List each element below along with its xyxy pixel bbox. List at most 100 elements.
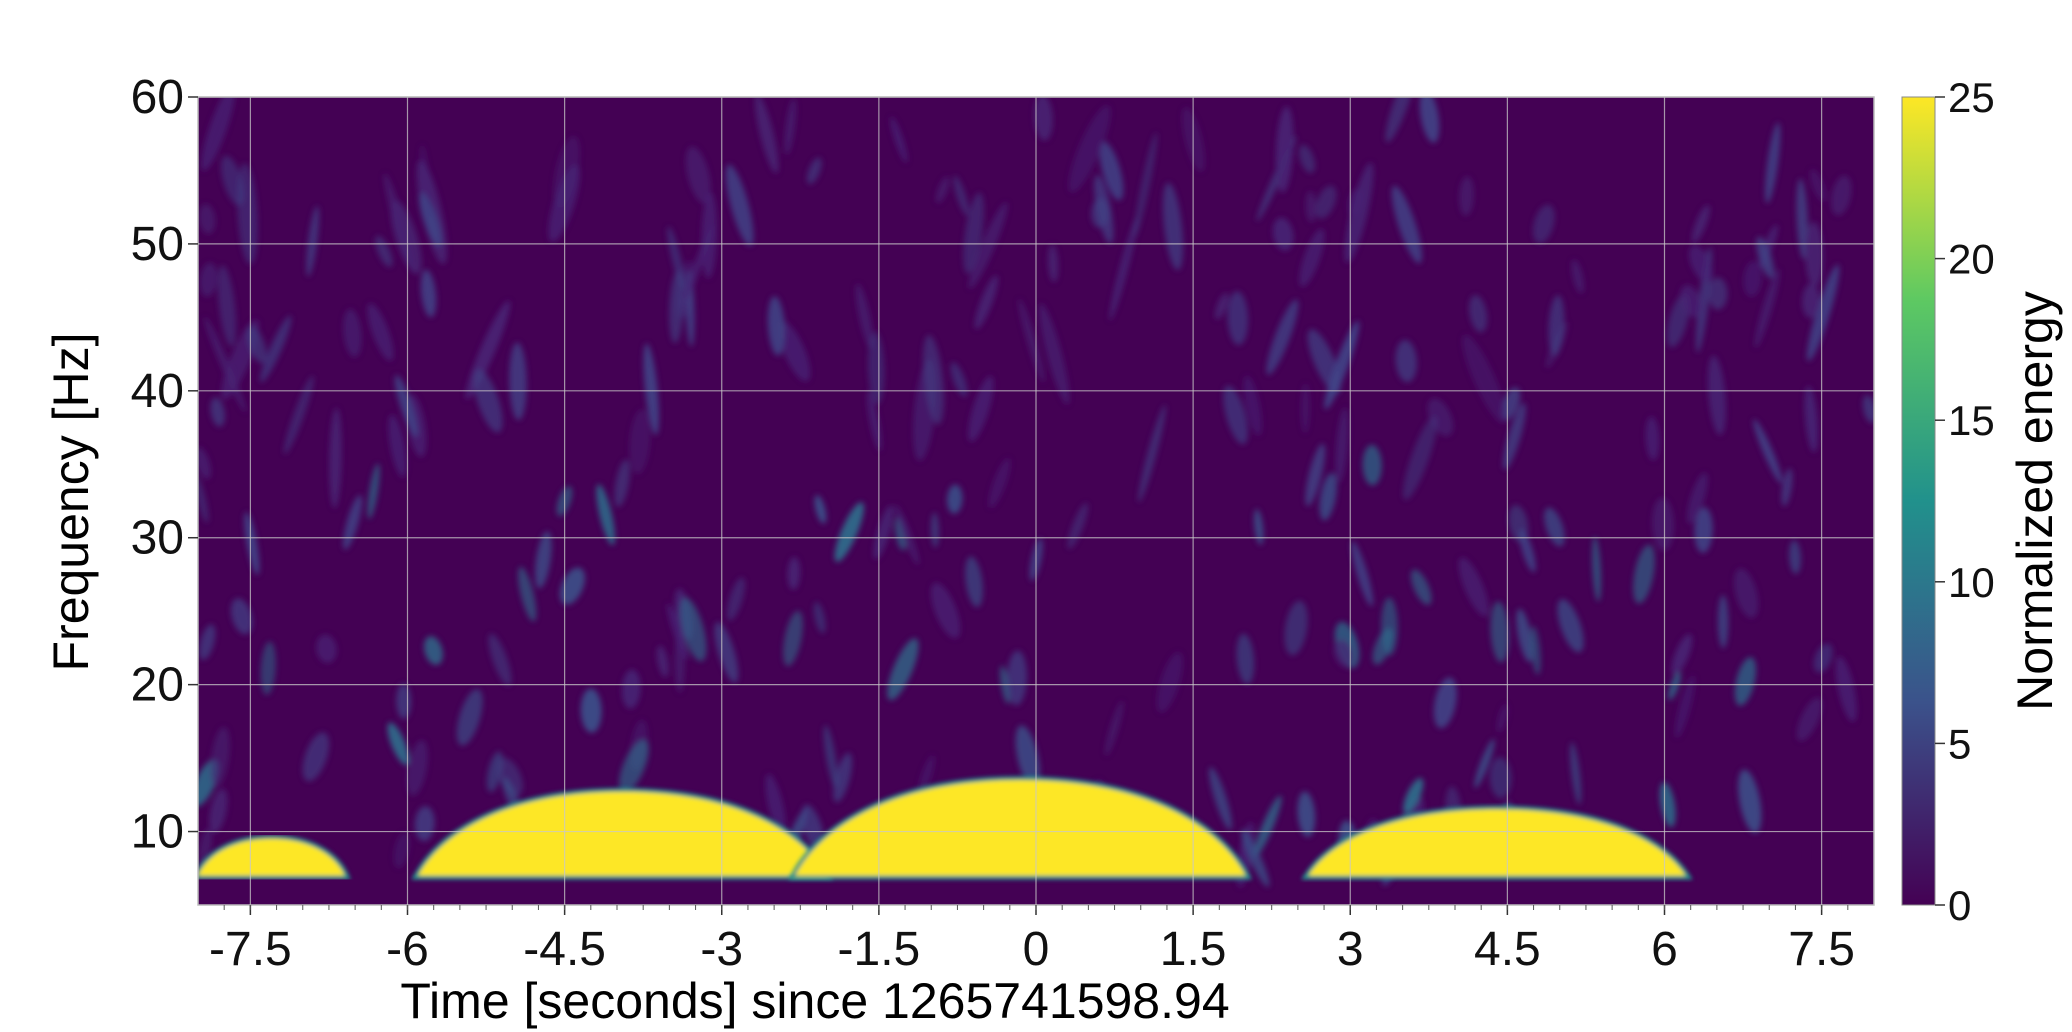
- y-tick-label: 50: [131, 218, 184, 271]
- noise-streak: [1813, 643, 1833, 673]
- energy-region-core: [198, 838, 345, 876]
- y-axis-label: Frequency [Hz]: [43, 332, 99, 671]
- noise-streak: [950, 362, 968, 397]
- plot-area: [197, 96, 1875, 906]
- y-tick-label: 60: [131, 71, 184, 124]
- noise-streak: [534, 531, 552, 589]
- noise-streak: [1208, 767, 1232, 830]
- energy-region: [198, 834, 351, 880]
- noise-streak: [1315, 185, 1337, 219]
- noise-streak: [1162, 182, 1184, 271]
- noise-streak: [866, 390, 882, 451]
- noise-streak: [210, 397, 225, 427]
- y-tick-label: 30: [131, 512, 184, 565]
- noise-streak: [1395, 339, 1417, 383]
- noise-streak: [778, 321, 811, 382]
- noise-streak: [1403, 778, 1424, 814]
- noise-streak: [1805, 221, 1824, 287]
- y-tick-label: 20: [131, 659, 184, 712]
- noise-streak: [1099, 141, 1124, 201]
- noise-streak: [420, 269, 437, 318]
- noise-streak: [1333, 639, 1354, 668]
- noise-streak: [259, 315, 292, 383]
- noise-streak: [787, 557, 801, 590]
- x-tick-label: 3: [1337, 923, 1364, 976]
- noise-streak: [783, 610, 803, 667]
- noise-streak: [1592, 536, 1602, 602]
- noise-streak: [596, 484, 616, 546]
- noise-streak: [1754, 268, 1780, 348]
- x-tick-label: -3: [700, 923, 743, 976]
- noise-streak: [1156, 652, 1183, 713]
- noise-streak: [1253, 795, 1282, 858]
- high-energy-regions: [198, 776, 1693, 880]
- noise-streak: [1548, 295, 1565, 356]
- x-tick-label: 6: [1651, 923, 1678, 976]
- noise-streak: [667, 603, 688, 660]
- noise-streak: [1272, 217, 1294, 251]
- noise-streak: [209, 788, 228, 834]
- noise-streak: [669, 270, 684, 344]
- x-tick-label: -4.5: [523, 923, 606, 976]
- noise-streak: [1516, 608, 1533, 663]
- noise-streak: [1659, 782, 1676, 828]
- noise-streak: [488, 633, 512, 686]
- noise-streak: [1530, 625, 1541, 675]
- noise-streak: [1266, 299, 1299, 375]
- noise-streak: [988, 458, 1011, 509]
- noise-streak: [1743, 260, 1762, 297]
- noise-streak: [1490, 601, 1510, 663]
- noise-streak: [930, 582, 961, 639]
- noise-streak: [1351, 541, 1374, 607]
- noise-streak: [726, 577, 745, 621]
- colorbar: 0 5 10 15 20 25 Normalized energy: [1901, 74, 2063, 929]
- noise-streak: [1830, 175, 1852, 216]
- noise-streak: [198, 447, 211, 480]
- noise-streak: [621, 669, 641, 709]
- noise-streak: [1299, 228, 1325, 287]
- noise-streak: [316, 634, 337, 663]
- noise-streak: [806, 157, 822, 185]
- x-tick-label: -7.5: [209, 923, 292, 976]
- noise-streak: [1284, 600, 1308, 656]
- noise-streak: [1047, 244, 1059, 283]
- noise-streak: [1300, 383, 1310, 434]
- noise-streak: [1462, 334, 1507, 424]
- colorbar-tick-label: 25: [1948, 74, 1995, 121]
- colorbar-tick-label: 0: [1948, 882, 1971, 929]
- noise-streak: [1223, 385, 1248, 445]
- noise-streak: [1410, 569, 1432, 606]
- noise-streak: [283, 375, 314, 455]
- noise-streak: [343, 494, 363, 550]
- noise-streak: [1362, 444, 1382, 486]
- noise-streak: [1138, 404, 1166, 503]
- noise-streak: [1781, 468, 1793, 507]
- noise-streak: [1804, 386, 1819, 453]
- noise-streak: [725, 164, 754, 247]
- noise-streak: [1458, 557, 1489, 617]
- colorbar-label: Normalized energy: [2007, 291, 2063, 711]
- noise-streak: [1253, 509, 1264, 545]
- noise-streak: [1633, 544, 1655, 604]
- noise-streak: [559, 567, 585, 605]
- noise-streak: [1796, 697, 1823, 742]
- noise-streak: [237, 163, 258, 265]
- noise-streak: [393, 832, 410, 869]
- noise-streak: [1305, 190, 1317, 223]
- noise-streak: [1753, 419, 1783, 484]
- noise-streak: [784, 98, 797, 155]
- noise-streak: [1734, 568, 1759, 618]
- y-axis: 10 20 30 40 50 60: [131, 71, 198, 859]
- noise-streak: [198, 474, 209, 523]
- noise-streak: [963, 192, 984, 274]
- noise-streak: [643, 343, 660, 435]
- noise-streak: [423, 636, 443, 665]
- noise-streak: [1789, 540, 1802, 574]
- noise-streak: [390, 199, 422, 275]
- noise-streak: [201, 97, 236, 171]
- colorbar-tick-label: 15: [1948, 397, 1995, 444]
- noise-streak: [765, 774, 786, 837]
- noise-streak: [974, 275, 999, 330]
- noise-streak: [580, 688, 602, 733]
